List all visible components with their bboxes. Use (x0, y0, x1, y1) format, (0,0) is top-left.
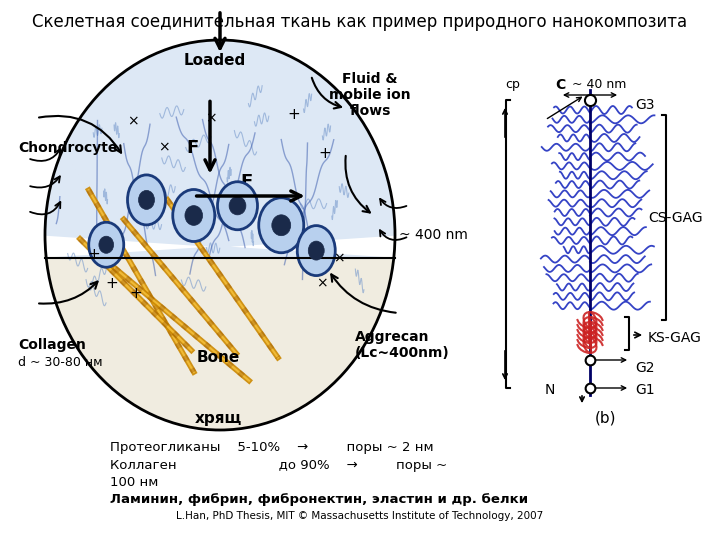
Text: Collagen: Collagen (18, 338, 86, 352)
Text: G3: G3 (635, 98, 654, 112)
Text: C: C (555, 78, 565, 92)
Text: Fluid &
mobile ion
flows: Fluid & mobile ion flows (329, 72, 411, 118)
Text: Aggrecan
(Lc~400nm): Aggrecan (Lc~400nm) (355, 330, 450, 360)
Text: ×: × (315, 276, 328, 291)
Text: Ламинин, фибрин, фибронектин, эластин и др. белки: Ламинин, фибрин, фибронектин, эластин и … (110, 492, 528, 505)
Text: F: F (186, 139, 198, 157)
Ellipse shape (297, 226, 336, 275)
Ellipse shape (138, 191, 155, 210)
Text: +: + (105, 276, 118, 291)
Polygon shape (45, 40, 395, 259)
Text: ×: × (127, 115, 138, 129)
Text: +: + (88, 247, 100, 262)
Ellipse shape (217, 182, 258, 230)
Ellipse shape (229, 197, 246, 215)
Text: Скелетная соединительная ткань как пример природного нанокомпозита: Скелетная соединительная ткань как приме… (32, 13, 688, 31)
Text: Chondrocyte: Chondrocyte (18, 141, 117, 155)
Text: Loaded: Loaded (184, 53, 246, 68)
Text: Bone: Bone (197, 350, 240, 366)
Ellipse shape (127, 175, 166, 225)
Text: d ~ 30-80 нм: d ~ 30-80 нм (18, 355, 103, 368)
Text: CS-GAG: CS-GAG (648, 211, 703, 225)
Text: +: + (130, 286, 143, 301)
Text: ~ 400 nm: ~ 400 nm (399, 228, 468, 242)
Ellipse shape (99, 236, 114, 253)
Text: cp: cp (505, 78, 520, 91)
Polygon shape (45, 235, 395, 430)
Text: G2: G2 (635, 361, 654, 375)
Text: (b): (b) (594, 410, 616, 426)
Text: +: + (319, 146, 331, 160)
Ellipse shape (258, 198, 304, 253)
Ellipse shape (173, 190, 215, 241)
Ellipse shape (308, 241, 324, 260)
Text: ×: × (205, 111, 217, 125)
Ellipse shape (271, 215, 291, 235)
Text: ~ 40 nm: ~ 40 nm (572, 78, 626, 91)
Text: G1: G1 (635, 383, 654, 397)
Text: KS-GAG: KS-GAG (648, 331, 702, 345)
Text: F: F (240, 173, 252, 191)
Text: Коллаген                        до 90%    →         поры ~: Коллаген до 90% → поры ~ (110, 460, 447, 472)
Text: 100 нм: 100 нм (110, 476, 158, 489)
Text: ×: × (333, 252, 345, 265)
Ellipse shape (185, 206, 202, 225)
Ellipse shape (89, 222, 124, 267)
Text: хрящ: хрящ (194, 410, 242, 426)
Text: Протеогликаны    5-10%    →         поры ~ 2 нм: Протеогликаны 5-10% → поры ~ 2 нм (110, 442, 433, 455)
Text: ×: × (158, 140, 170, 154)
Text: +: + (287, 106, 300, 122)
Text: N: N (544, 383, 555, 397)
Text: L.Han, PhD Thesis, MIT © Massachusetts Institute of Technology, 2007: L.Han, PhD Thesis, MIT © Massachusetts I… (176, 511, 544, 521)
